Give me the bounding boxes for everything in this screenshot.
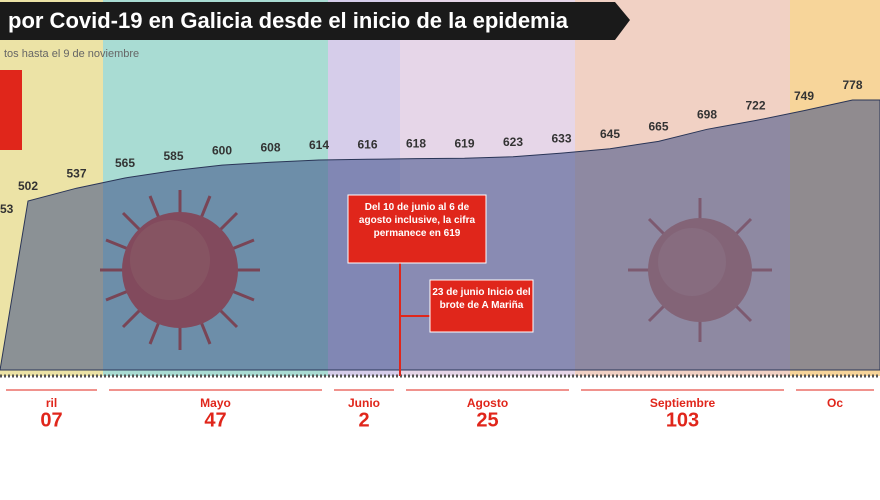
annotation-text: Del 10 de junio al 6 de agosto inclusive… <box>358 202 476 239</box>
period-name: ril <box>46 396 57 410</box>
annotation-box <box>347 194 487 264</box>
period-count: 103 <box>666 409 699 431</box>
data-label: 645 <box>600 127 620 141</box>
data-label: 614 <box>309 138 329 152</box>
period-name: Mayo <box>200 396 231 410</box>
data-label: 665 <box>648 120 668 134</box>
data-label: 53 <box>0 202 14 216</box>
period-count: 2 <box>358 409 369 431</box>
data-label: 749 <box>794 89 814 103</box>
data-label: 623 <box>503 135 523 149</box>
period-name: Septiembre <box>650 396 716 410</box>
data-label: 722 <box>745 99 765 113</box>
data-label: 537 <box>66 166 86 180</box>
period-count: 07 <box>40 409 62 431</box>
data-label: 600 <box>212 143 232 157</box>
period-count: 25 <box>476 409 498 431</box>
period-count: 47 <box>204 409 226 431</box>
subtitle: tos hasta el 9 de noviembre <box>4 48 139 60</box>
data-label: 619 <box>454 136 474 150</box>
data-label: 778 <box>842 78 862 92</box>
data-label: 618 <box>406 137 426 151</box>
data-label: 585 <box>163 149 183 163</box>
data-label: 565 <box>115 156 135 170</box>
annotation-box <box>429 279 534 333</box>
period-name: Agosto <box>467 396 508 410</box>
chart-title: por Covid-19 en Galicia desde el inicio … <box>8 8 569 33</box>
annotation: Del 10 de junio al 6 de agosto inclusive… <box>358 202 476 239</box>
annotation-text: 23 de junio Inicio del brote de A Mariña <box>432 287 531 311</box>
data-label: 608 <box>260 140 280 154</box>
data-label: 616 <box>357 137 377 151</box>
period-name: Junio <box>348 396 380 410</box>
data-label: 502 <box>18 179 38 193</box>
annotation: 23 de junio Inicio del brote de A Mariña <box>432 287 531 311</box>
title-banner <box>0 2 630 40</box>
period-name: Oc <box>827 396 843 410</box>
data-label: 698 <box>697 107 717 121</box>
data-label: 633 <box>551 131 571 145</box>
red-box <box>0 70 22 150</box>
